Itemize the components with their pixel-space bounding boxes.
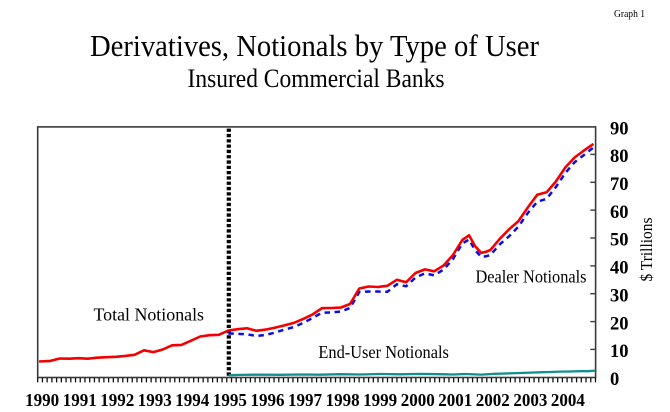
svg-text:80: 80 — [610, 147, 629, 167]
svg-text:20: 20 — [610, 314, 629, 334]
svg-text:Graph 1: Graph 1 — [614, 9, 645, 20]
svg-text:Total Notionals: Total Notionals — [94, 305, 205, 325]
svg-text:1994: 1994 — [175, 390, 209, 410]
svg-text:2003: 2003 — [513, 390, 547, 410]
svg-text:40: 40 — [610, 259, 629, 279]
svg-text:2002: 2002 — [476, 390, 510, 410]
svg-text:1995: 1995 — [213, 390, 247, 410]
svg-text:1991: 1991 — [63, 390, 97, 410]
svg-text:30: 30 — [610, 286, 629, 306]
svg-text:Insured Commercial Banks: Insured Commercial Banks — [188, 63, 445, 93]
svg-text:0: 0 — [610, 370, 619, 390]
svg-text:Derivatives, Notionals by Type: Derivatives, Notionals by Type of User — [90, 29, 539, 63]
svg-text:90: 90 — [610, 119, 629, 139]
svg-text:Dealer Notionals: Dealer Notionals — [476, 267, 587, 287]
svg-text:70: 70 — [610, 175, 629, 195]
svg-text:2004: 2004 — [551, 390, 585, 410]
svg-text:1999: 1999 — [363, 390, 397, 410]
svg-text:60: 60 — [610, 203, 629, 223]
svg-text:2000: 2000 — [401, 390, 435, 410]
svg-text:1996: 1996 — [251, 390, 285, 410]
svg-text:1992: 1992 — [100, 390, 134, 410]
svg-text:50: 50 — [610, 231, 629, 251]
svg-text:2001: 2001 — [438, 390, 472, 410]
svg-text:1993: 1993 — [138, 390, 172, 410]
svg-text:1990: 1990 — [25, 390, 59, 410]
svg-text:End-User Notionals: End-User Notionals — [318, 342, 449, 362]
svg-text:$ Trillions: $ Trillions — [637, 218, 656, 282]
svg-text:1997: 1997 — [288, 390, 322, 410]
svg-text:1998: 1998 — [326, 390, 360, 410]
svg-text:10: 10 — [610, 342, 629, 362]
